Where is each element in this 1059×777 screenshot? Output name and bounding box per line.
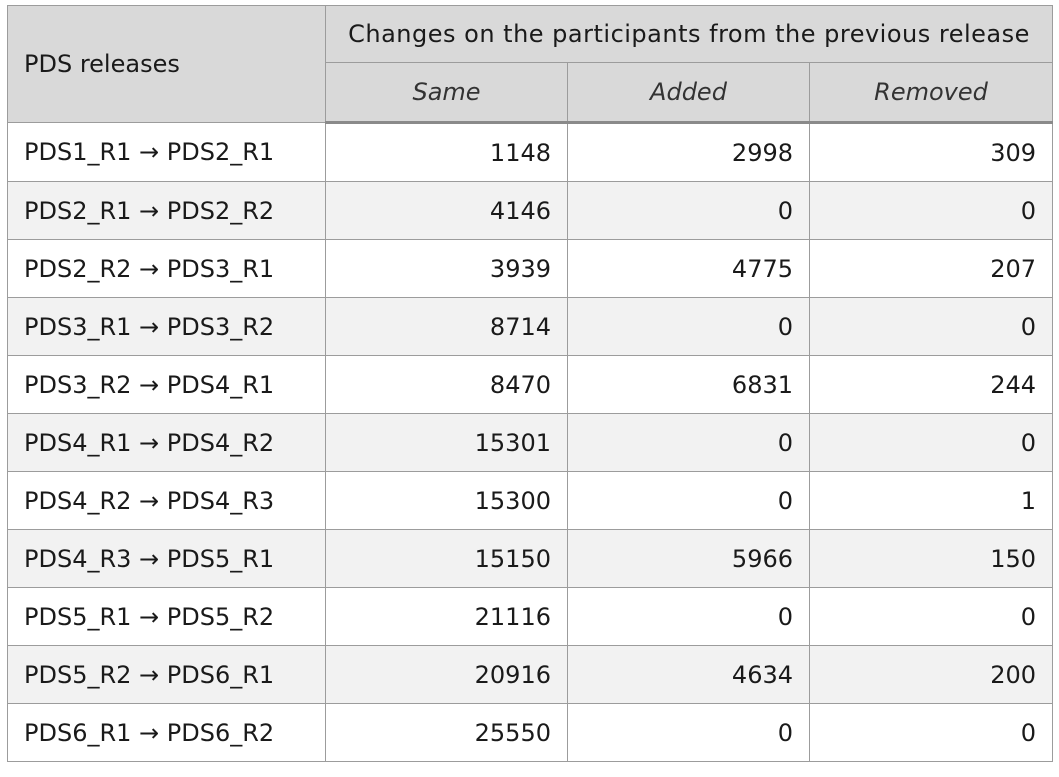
cell-removed: 0 bbox=[808, 181, 1054, 240]
cell-removed: 0 bbox=[808, 297, 1054, 356]
table-row: PDS3_R1 → PDS3_R2 8714 0 0 bbox=[7, 297, 1054, 356]
cell-same: 8470 bbox=[325, 355, 568, 414]
header-row-group: PDS releases Changes on the participants… bbox=[7, 5, 1054, 123]
cell-same: 1148 bbox=[325, 122, 568, 182]
header-pds-releases: PDS releases bbox=[7, 5, 326, 123]
cell-same: 15300 bbox=[325, 471, 568, 530]
table-row: PDS2_R1 → PDS2_R2 4146 0 0 bbox=[7, 181, 1054, 240]
cell-added: 4634 bbox=[567, 645, 810, 704]
cell-removed: 1 bbox=[808, 471, 1054, 530]
cell-added: 0 bbox=[567, 413, 810, 472]
cell-same: 8714 bbox=[325, 297, 568, 356]
cell-release: PDS1_R1 → PDS2_R1 bbox=[7, 122, 326, 182]
table-body: PDS1_R1 → PDS2_R1 1148 2998 309 PDS2_R1 → PD… bbox=[7, 122, 1054, 762]
table-row: PDS2_R2 → PDS3_R1 3939 4775 207 bbox=[7, 239, 1054, 298]
cell-release: PDS3_R1 → PDS3_R2 bbox=[7, 297, 326, 356]
cell-same: 4146 bbox=[325, 181, 568, 240]
header-same: Same bbox=[325, 62, 568, 124]
cell-release: PDS6_R1 → PDS6_R2 bbox=[7, 703, 326, 762]
cell-removed: 0 bbox=[808, 413, 1054, 472]
cell-added: 5966 bbox=[567, 529, 810, 588]
pds-releases-table: PDS releases Changes on the participants… bbox=[7, 5, 1054, 762]
cell-release: PDS4_R1 → PDS4_R2 bbox=[7, 413, 326, 472]
table-row: PDS4_R3 → PDS5_R1 15150 5966 150 bbox=[7, 529, 1054, 588]
cell-release: PDS3_R2 → PDS4_R1 bbox=[7, 355, 326, 414]
cell-same: 25550 bbox=[325, 703, 568, 762]
table-row: PDS4_R2 → PDS4_R3 15300 0 1 bbox=[7, 471, 1054, 530]
cell-release: PDS5_R2 → PDS6_R1 bbox=[7, 645, 326, 704]
cell-same: 15301 bbox=[325, 413, 568, 472]
cell-added: 2998 bbox=[567, 122, 810, 182]
cell-same: 20916 bbox=[325, 645, 568, 704]
cell-removed: 309 bbox=[808, 122, 1054, 182]
cell-removed: 244 bbox=[808, 355, 1054, 414]
cell-release: PDS4_R3 → PDS5_R1 bbox=[7, 529, 326, 588]
cell-added: 0 bbox=[567, 587, 810, 646]
header-removed: Removed bbox=[808, 62, 1054, 124]
cell-release: PDS4_R2 → PDS4_R3 bbox=[7, 471, 326, 530]
table-row: PDS4_R1 → PDS4_R2 15301 0 0 bbox=[7, 413, 1054, 472]
table-row: PDS1_R1 → PDS2_R1 1148 2998 309 bbox=[7, 122, 1054, 182]
table-container: PDS releases Changes on the participants… bbox=[7, 5, 1054, 762]
table-row: PDS3_R2 → PDS4_R1 8470 6831 244 bbox=[7, 355, 1054, 414]
cell-removed: 150 bbox=[808, 529, 1054, 588]
cell-release: PDS2_R2 → PDS3_R1 bbox=[7, 239, 326, 298]
cell-added: 0 bbox=[567, 471, 810, 530]
header-row-columns: Same Added Removed bbox=[8, 62, 1054, 124]
cell-added: 4775 bbox=[567, 239, 810, 298]
cell-release: PDS5_R1 → PDS5_R2 bbox=[7, 587, 326, 646]
cell-added: 0 bbox=[567, 703, 810, 762]
table-row: PDS5_R1 → PDS5_R2 21116 0 0 bbox=[7, 587, 1054, 646]
cell-same: 15150 bbox=[325, 529, 568, 588]
cell-removed: 0 bbox=[808, 703, 1054, 762]
table-header: PDS releases Changes on the participants… bbox=[7, 5, 1054, 124]
cell-removed: 207 bbox=[808, 239, 1054, 298]
cell-removed: 0 bbox=[808, 587, 1054, 646]
cell-release: PDS2_R1 → PDS2_R2 bbox=[7, 181, 326, 240]
table-row: PDS6_R1 → PDS6_R2 25550 0 0 bbox=[7, 703, 1054, 762]
cell-added: 6831 bbox=[567, 355, 810, 414]
cell-removed: 200 bbox=[808, 645, 1054, 704]
header-changes-group: Changes on the participants from the pre… bbox=[324, 5, 1054, 63]
header-added: Added bbox=[567, 62, 810, 124]
cell-same: 21116 bbox=[325, 587, 568, 646]
cell-added: 0 bbox=[567, 297, 810, 356]
table-row: PDS5_R2 → PDS6_R1 20916 4634 200 bbox=[7, 645, 1054, 704]
cell-added: 0 bbox=[567, 181, 810, 240]
cell-same: 3939 bbox=[325, 239, 568, 298]
